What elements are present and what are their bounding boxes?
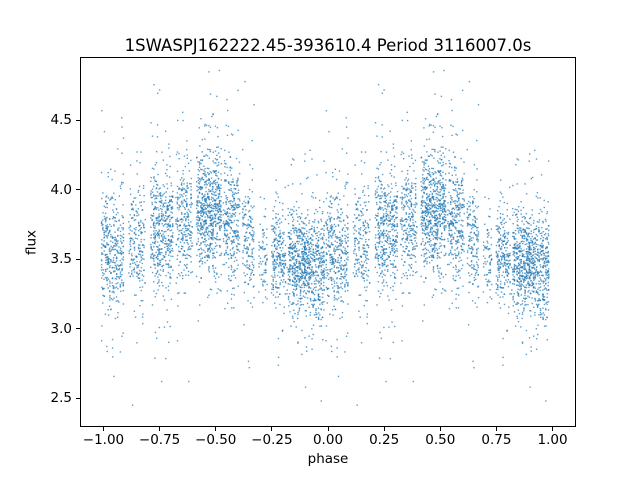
x-tick-label: −1.00 [82, 432, 125, 448]
x-tick-label: −0.75 [138, 432, 181, 448]
y-tick-label: 3.0 [50, 320, 72, 337]
y-tick-label: 2.5 [50, 390, 72, 407]
x-tick-mark [383, 427, 385, 431]
y-tick-mark [76, 119, 80, 121]
x-tick-mark [552, 427, 554, 431]
x-tick-label: 0.00 [312, 432, 344, 448]
y-tick-mark [76, 328, 80, 330]
chart-title: 1SWASPJ162222.45-393610.4 Period 3116007… [124, 36, 532, 55]
x-tick-label: 0.25 [369, 432, 400, 448]
scatter-points-canvas [81, 58, 575, 426]
y-tick-label: 4.0 [50, 181, 72, 198]
y-axis-label: flux [23, 229, 40, 256]
y-tick-label: 4.5 [50, 112, 72, 129]
x-tick-label: 1.00 [537, 432, 568, 448]
x-tick-mark [215, 427, 217, 431]
x-tick-label: 0.50 [425, 432, 456, 448]
y-tick-label: 3.5 [50, 251, 72, 268]
x-tick-mark [271, 427, 273, 431]
x-tick-mark [102, 427, 104, 431]
x-tick-label: 0.75 [481, 432, 512, 448]
y-tick-mark [76, 397, 80, 399]
y-tick-mark [76, 258, 80, 260]
plot-area [80, 57, 576, 427]
x-tick-mark [495, 427, 497, 431]
x-tick-label: −0.25 [251, 432, 293, 448]
x-tick-mark [159, 427, 161, 431]
x-tick-mark [327, 427, 329, 431]
x-tick-label: −0.50 [195, 432, 237, 448]
x-axis-label: phase [307, 451, 349, 467]
y-tick-mark [76, 189, 80, 191]
x-tick-mark [439, 427, 441, 431]
